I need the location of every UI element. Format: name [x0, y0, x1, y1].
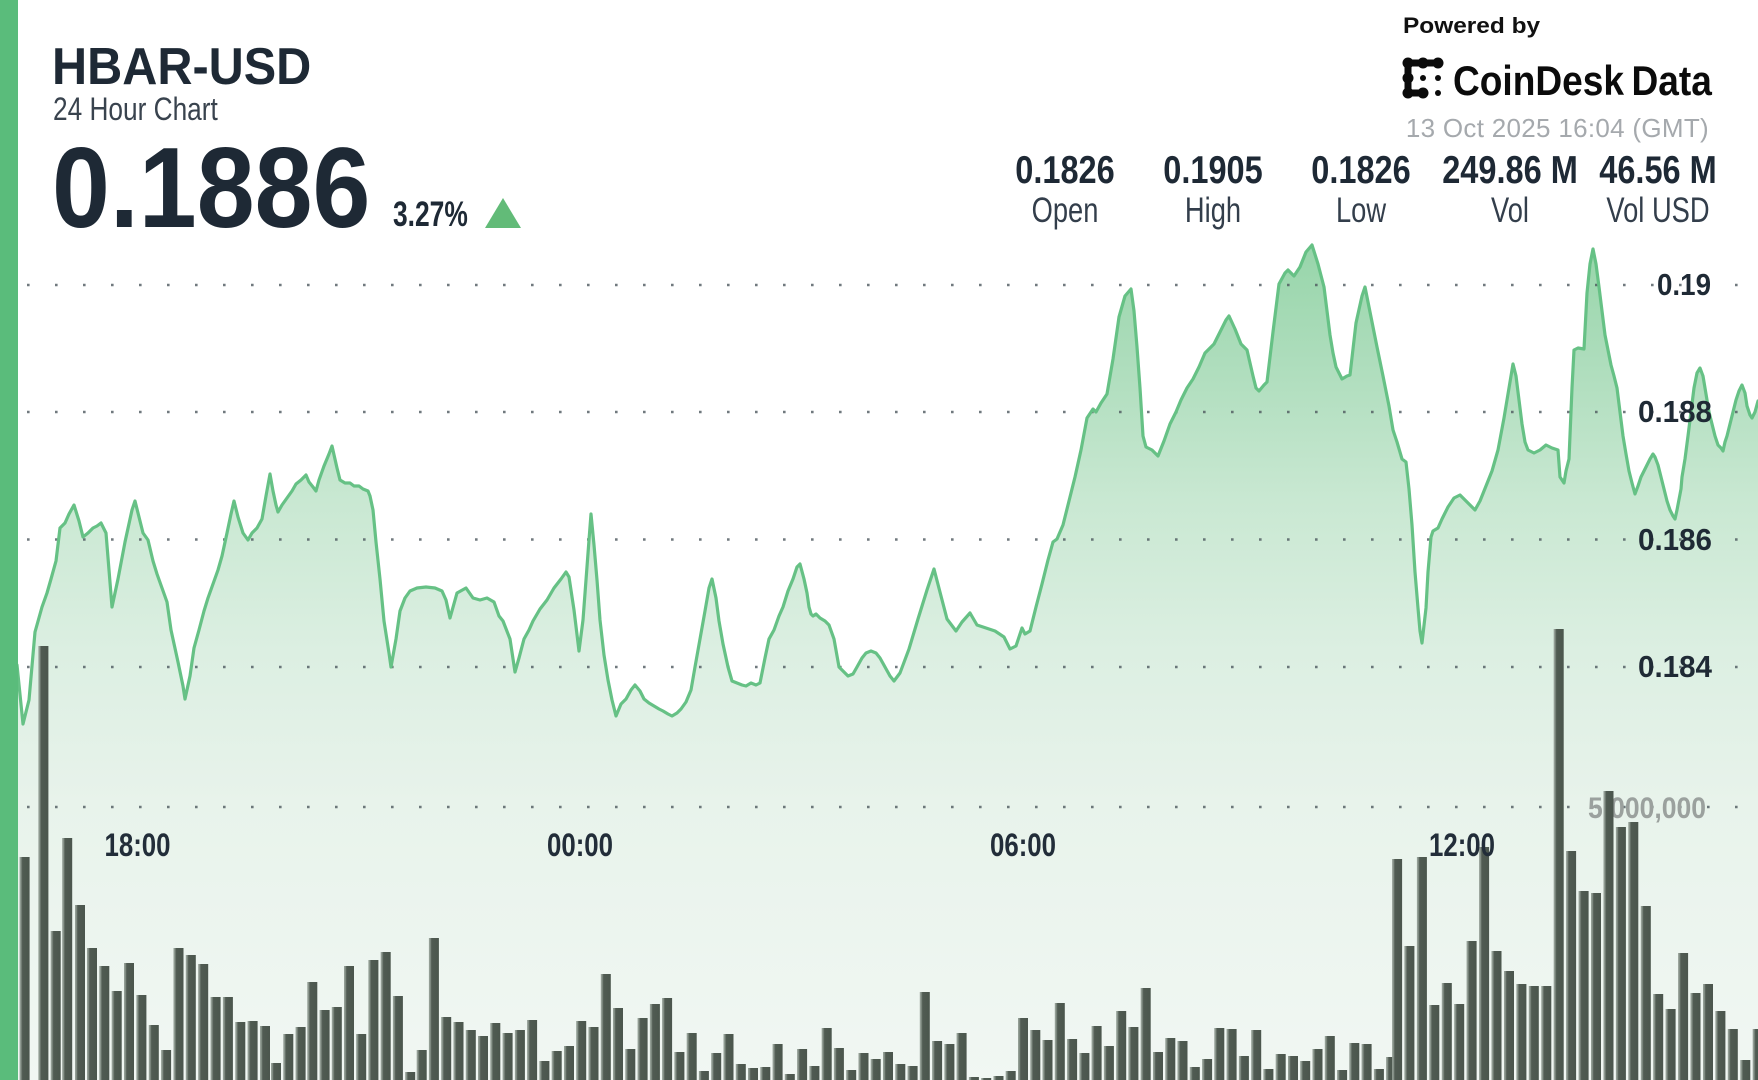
svg-text:12:00: 12:00 [1429, 827, 1495, 863]
svg-text:0.184: 0.184 [1638, 649, 1713, 684]
svg-text:0.186: 0.186 [1638, 522, 1712, 557]
svg-text:18:00: 18:00 [105, 827, 171, 863]
svg-text:06:00: 06:00 [990, 827, 1056, 863]
svg-text:0.19: 0.19 [1657, 267, 1711, 302]
svg-text:0.188: 0.188 [1638, 394, 1712, 429]
svg-text:00:00: 00:00 [547, 827, 613, 863]
